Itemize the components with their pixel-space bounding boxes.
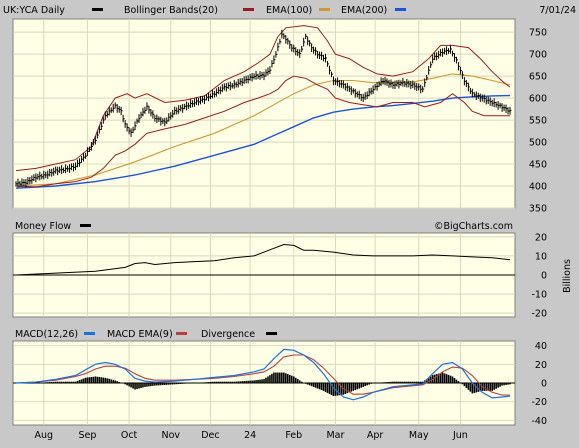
macd-ema-label: MACD EMA(9) bbox=[107, 329, 173, 340]
macd-label: MACD(12,26) bbox=[15, 329, 78, 340]
money-flow-label: Money Flow bbox=[15, 221, 71, 232]
series-layer bbox=[15, 25, 512, 401]
y-tick-label: 500 bbox=[529, 138, 547, 149]
axis-layer: Aug Sep Oct Nov Dec 24 Feb Mar Apr May Jun35040045… bbox=[34, 28, 547, 441]
bb-legend-swatch bbox=[243, 8, 254, 11]
y-tick-label: 700 bbox=[529, 50, 547, 61]
watermark: ©BigCharts.com bbox=[434, 221, 513, 232]
y-tick-label: 400 bbox=[529, 182, 547, 193]
y-tick-label: -20 bbox=[531, 309, 547, 320]
y-tick-label: 600 bbox=[529, 94, 547, 105]
bb-lower-line bbox=[15, 75, 510, 188]
x-tick-label: Apr bbox=[367, 430, 384, 441]
y-tick-label: 20 bbox=[535, 232, 547, 243]
y-tick-label: 0 bbox=[541, 379, 547, 390]
y-tick-label: 20 bbox=[535, 360, 547, 371]
x-tick-label: 24 bbox=[244, 430, 256, 441]
macd-line bbox=[15, 348, 511, 401]
x-tick-label: Sep bbox=[78, 430, 96, 441]
money-flow-legend: Money Flow ©BigCharts.com Billions bbox=[15, 221, 573, 293]
y-tick-label: 10 bbox=[535, 251, 547, 262]
divergence-label: Divergence bbox=[201, 329, 255, 340]
x-tick-label: Dec bbox=[201, 430, 219, 441]
ema100-line bbox=[15, 73, 511, 187]
macd-signal-line bbox=[15, 354, 510, 396]
x-tick-label: Mar bbox=[326, 430, 344, 441]
x-tick-label: Oct bbox=[121, 430, 138, 441]
money-flow-swatch bbox=[80, 224, 91, 227]
ema100-legend-swatch bbox=[319, 8, 330, 11]
y-tick-label: 550 bbox=[529, 116, 547, 127]
y-tick-label: -10 bbox=[531, 290, 547, 301]
symbol-label: UK:YCA Daily bbox=[3, 5, 65, 16]
x-tick-label: Jun bbox=[452, 430, 468, 441]
y-tick-label: 650 bbox=[529, 72, 547, 83]
price-legend-swatch bbox=[92, 8, 103, 11]
ema200-line bbox=[15, 94, 511, 189]
y-tick-label: 750 bbox=[529, 28, 547, 39]
money-flow-unit: Billions bbox=[562, 259, 573, 293]
x-tick-label: Feb bbox=[285, 430, 302, 441]
y-tick-label: 350 bbox=[529, 204, 547, 215]
date-label: 7/01/24 bbox=[539, 5, 576, 16]
macd-legend: MACD(12,26) MACD EMA(9) Divergence bbox=[15, 329, 277, 340]
ema200-label: EMA(200) bbox=[341, 5, 387, 16]
y-tick-label: -40 bbox=[531, 416, 547, 427]
ema200-legend-swatch bbox=[395, 8, 406, 11]
price-panel bbox=[12, 18, 516, 209]
divergence-swatch bbox=[266, 332, 277, 335]
y-tick-label: 450 bbox=[529, 160, 547, 171]
y-tick-label: 40 bbox=[535, 341, 547, 352]
y-tick-label: -20 bbox=[531, 397, 547, 408]
x-tick-label: Nov bbox=[161, 430, 180, 441]
ema100-label: EMA(100) bbox=[266, 5, 312, 16]
x-tick-label: May bbox=[409, 430, 429, 441]
y-tick-label: 0 bbox=[541, 271, 547, 282]
macd-ema-swatch bbox=[176, 332, 187, 335]
macd-swatch bbox=[84, 332, 95, 335]
legend: UK:YCA Daily Bollinger Bands(20) EMA(100… bbox=[3, 5, 576, 16]
x-tick-label: Aug bbox=[34, 430, 53, 441]
bb-label: Bollinger Bands(20) bbox=[124, 5, 218, 16]
money-flow-line bbox=[15, 243, 511, 276]
